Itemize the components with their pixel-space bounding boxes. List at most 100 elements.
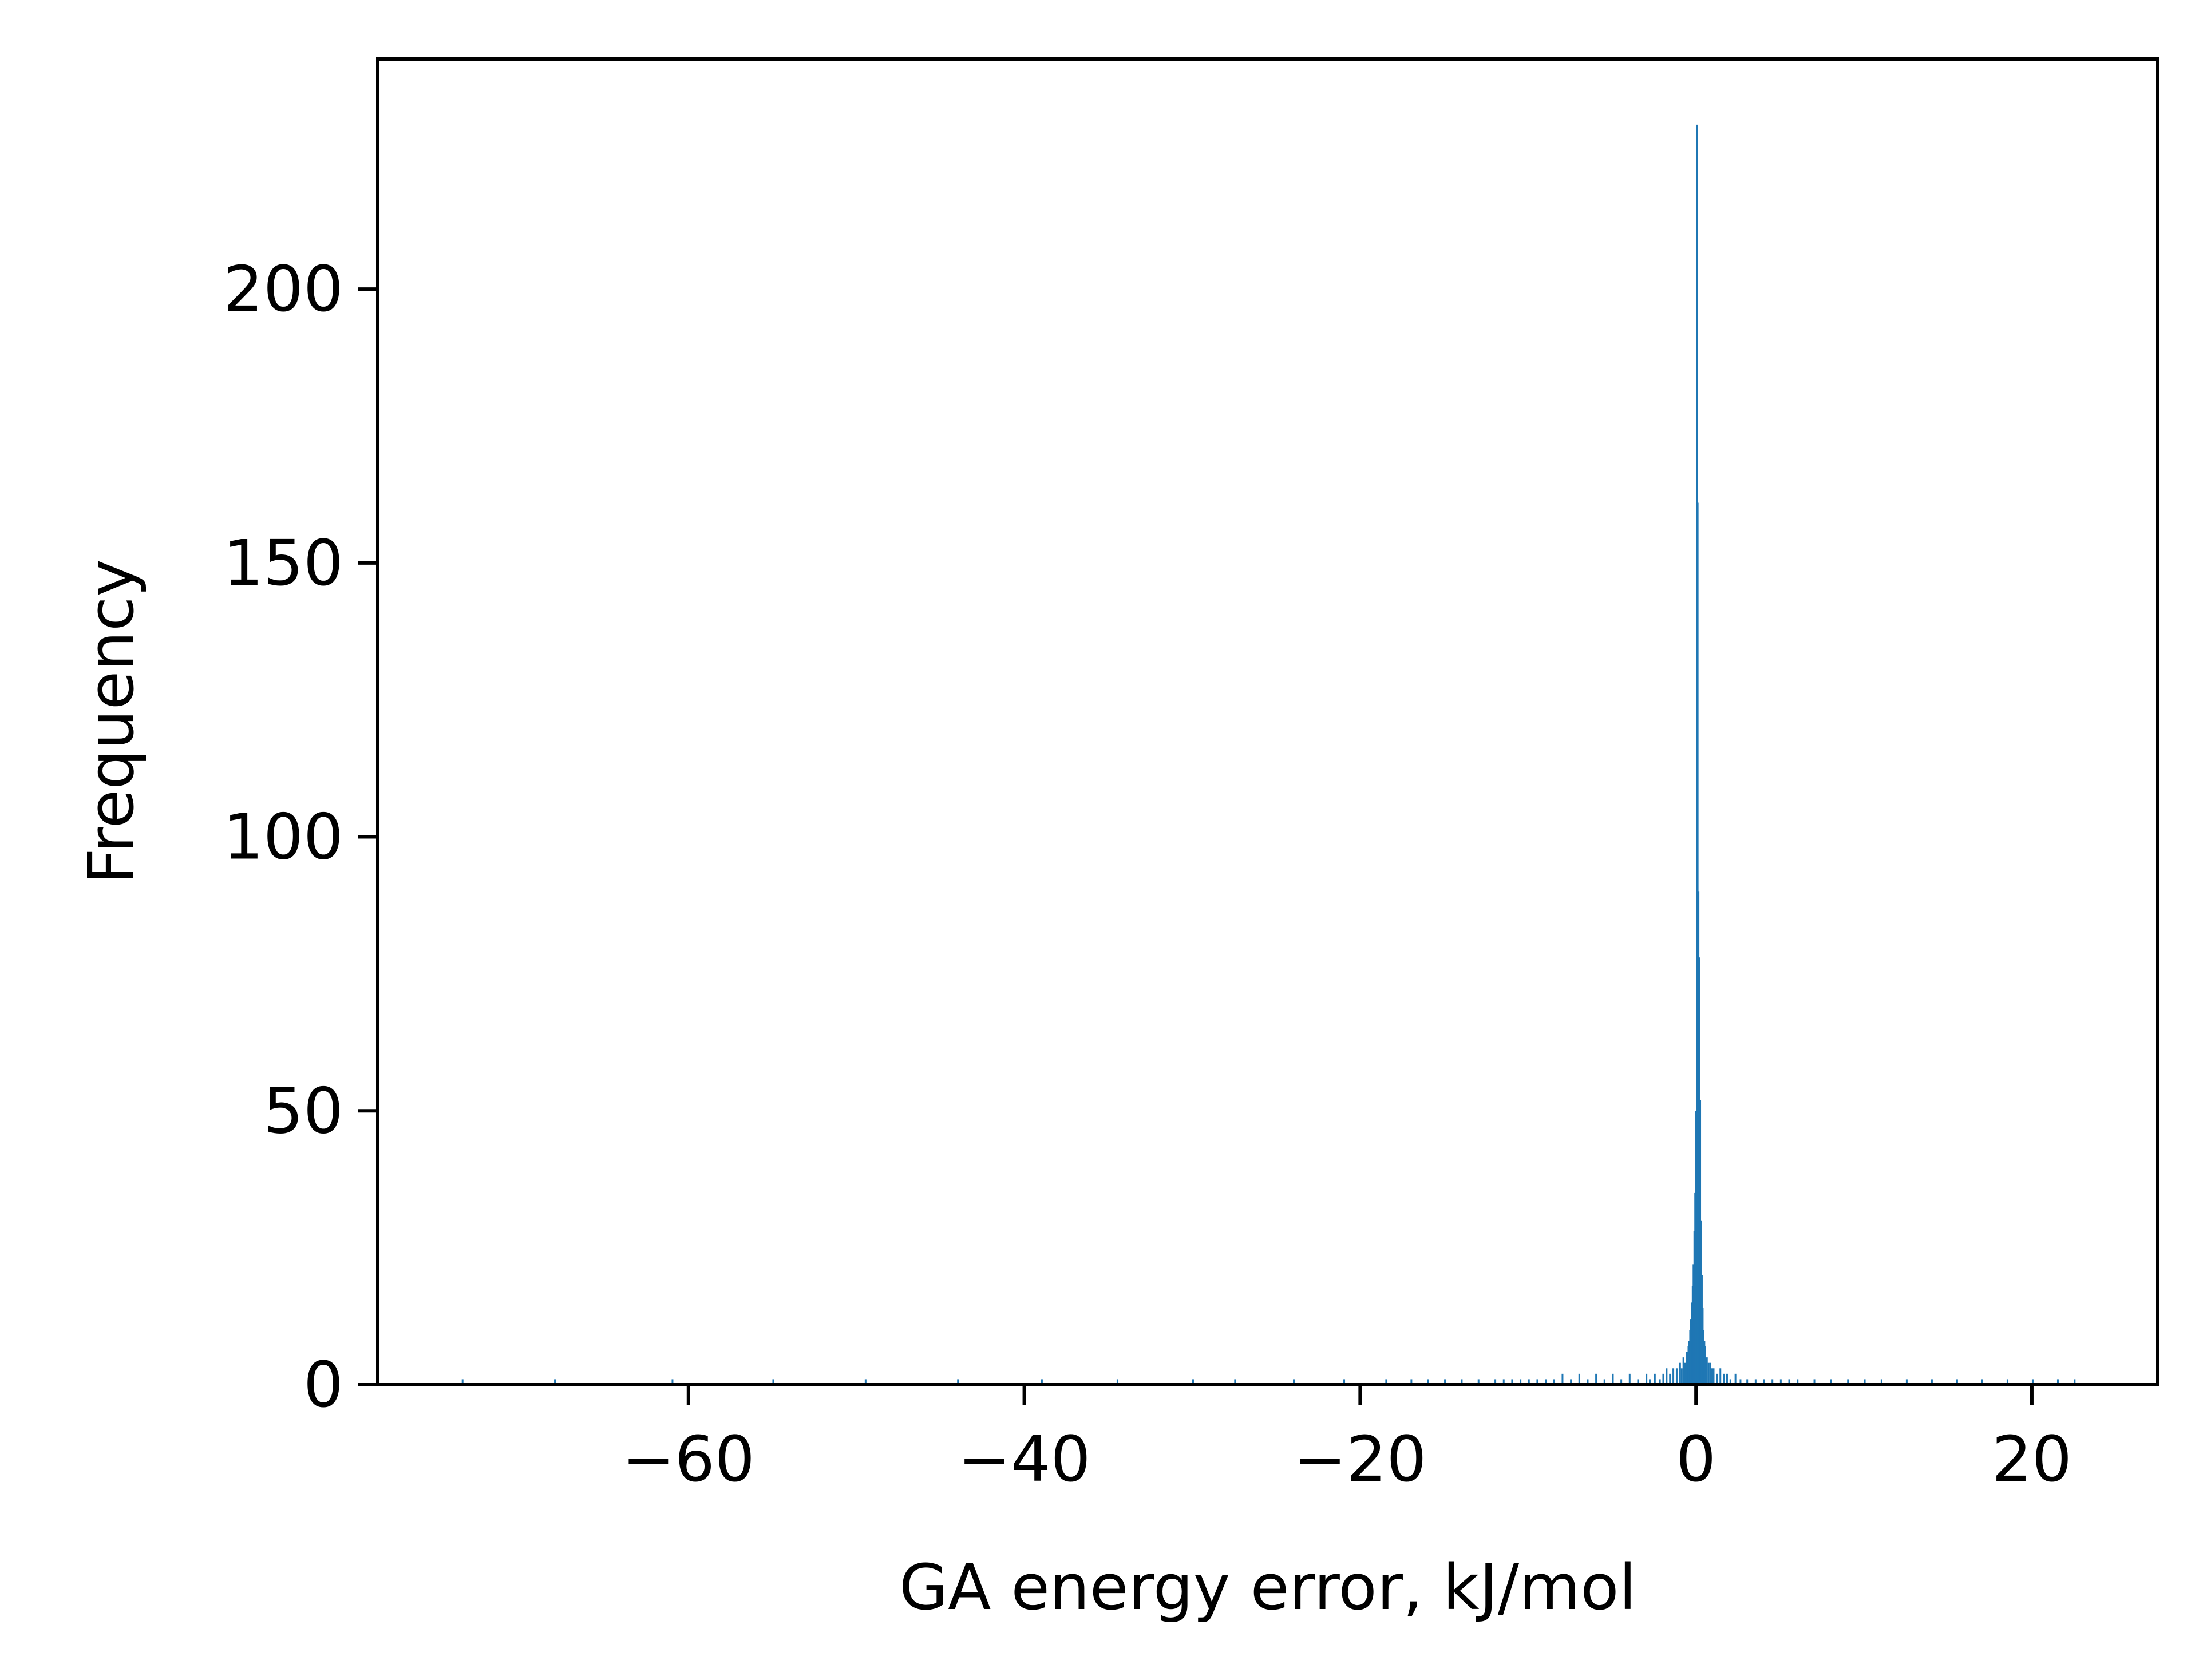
histogram-bar (1587, 1379, 1589, 1385)
histogram-bar (1880, 1379, 1882, 1385)
histogram-bar (1754, 1379, 1757, 1385)
y-axis-ticks: 0 50 100 150 200 (223, 252, 378, 1421)
histogram-bar (1707, 1362, 1710, 1385)
y-tick-label: 200 (223, 252, 343, 326)
histogram-bar (772, 1379, 774, 1385)
histogram-bar (864, 1379, 867, 1385)
histogram-bar (1864, 1379, 1866, 1385)
histogram-bar (1723, 1373, 1725, 1385)
histogram-bar (1706, 1357, 1708, 1385)
histogram-bar (1931, 1379, 1933, 1385)
histogram-bar (1905, 1379, 1908, 1385)
histogram-bar (1662, 1373, 1664, 1385)
histogram-bar (1511, 1379, 1513, 1385)
histogram-bar (1444, 1379, 1446, 1385)
histogram-bar (1746, 1379, 1749, 1385)
histogram-bar (1578, 1373, 1580, 1385)
histogram-bar (1711, 1368, 1713, 1385)
histogram-bar (1729, 1379, 1731, 1385)
histogram-bar (1734, 1373, 1737, 1385)
histogram-bar (1461, 1379, 1463, 1385)
histogram-bar (671, 1379, 674, 1385)
histogram-bar (1528, 1379, 1530, 1385)
histogram-bar (1234, 1379, 1236, 1385)
histogram-bar (2056, 1379, 2059, 1385)
y-tick-label: 150 (223, 526, 343, 600)
histogram-bar (1679, 1362, 1681, 1385)
histogram-bar (1672, 1368, 1675, 1385)
histogram-bar (1116, 1379, 1118, 1385)
histogram-bar (1813, 1379, 1816, 1385)
histogram-bar (1603, 1379, 1605, 1385)
histogram-bar (1520, 1379, 1522, 1385)
histogram-bar (1192, 1379, 1194, 1385)
histogram-bar (1726, 1373, 1728, 1385)
histogram-bar (1654, 1373, 1656, 1385)
histogram-bar (957, 1379, 959, 1385)
histogram-bar (1712, 1368, 1715, 1385)
histogram-bar (1771, 1379, 1774, 1385)
histogram-bar (1981, 1379, 1983, 1385)
x-tick-label: −60 (622, 1423, 755, 1496)
histogram-bar (1719, 1368, 1722, 1385)
histogram-bar (1494, 1379, 1497, 1385)
histogram-bar (1716, 1373, 1718, 1385)
y-axis-label: Frequency (74, 559, 148, 884)
histogram-bar (1659, 1379, 1661, 1385)
histogram-bar (1686, 1352, 1688, 1385)
histogram-bar (1536, 1379, 1538, 1385)
histogram-bar (1704, 1346, 1706, 1385)
x-tick-label: −40 (958, 1423, 1091, 1496)
histogram-bar (2074, 1379, 2076, 1385)
histogram-bar (1293, 1379, 1295, 1385)
histogram-bar (1410, 1379, 1413, 1385)
x-axis-label: GA energy error, kJ/mol (899, 1551, 1636, 1624)
histogram-bar (1628, 1373, 1631, 1385)
histogram-bar (1649, 1379, 1651, 1385)
x-tick-label: −20 (1294, 1423, 1426, 1496)
histogram-bar (1553, 1379, 1555, 1385)
histogram-bar (1956, 1379, 1958, 1385)
histogram-bar (1612, 1373, 1614, 1385)
histogram-bar (1680, 1368, 1683, 1385)
histogram-bar (1561, 1373, 1564, 1385)
histogram-bars (461, 124, 2076, 1385)
histogram-bar (1666, 1368, 1668, 1385)
histogram-bar (1637, 1379, 1639, 1385)
plot-area-frame (376, 57, 2159, 1386)
histogram-bar (1041, 1379, 1043, 1385)
histogram-bar (2006, 1379, 2008, 1385)
x-tick-label: 20 (1992, 1423, 2072, 1496)
histogram-bar (1646, 1373, 1648, 1385)
histogram-bar (1502, 1379, 1505, 1385)
histogram-bar (1830, 1379, 1832, 1385)
histogram-bar (1477, 1379, 1480, 1385)
y-tick-label: 100 (223, 801, 343, 874)
histogram-bar (2031, 1379, 2034, 1385)
histogram-bar (1682, 1357, 1684, 1385)
y-tick-label: 0 (303, 1348, 343, 1421)
x-tick-label: 0 (1676, 1423, 1716, 1496)
histogram-bar (1545, 1379, 1547, 1385)
histogram-bar (1788, 1379, 1790, 1385)
histogram-bar (1570, 1379, 1572, 1385)
y-tick-label: 50 (263, 1074, 343, 1147)
histogram-bar (1797, 1379, 1799, 1385)
histogram-bar (1684, 1362, 1686, 1385)
histogram-bar (1709, 1362, 1711, 1385)
histogram-bar (1343, 1379, 1346, 1385)
histogram-bar (1847, 1379, 1849, 1385)
histogram-bar (554, 1379, 556, 1385)
x-axis-ticks: −60 −40 −20 0 20 (622, 1385, 2072, 1496)
histogram-bar (1385, 1379, 1387, 1385)
histogram-bar (1669, 1373, 1671, 1385)
histogram-bar (461, 1379, 464, 1385)
histogram-bar (1763, 1379, 1765, 1385)
histogram-bar (1620, 1379, 1623, 1385)
histogram-bar (1595, 1373, 1597, 1385)
histogram-bar (1779, 1379, 1782, 1385)
histogram-bar (1739, 1379, 1742, 1385)
histogram-bar (1427, 1379, 1429, 1385)
